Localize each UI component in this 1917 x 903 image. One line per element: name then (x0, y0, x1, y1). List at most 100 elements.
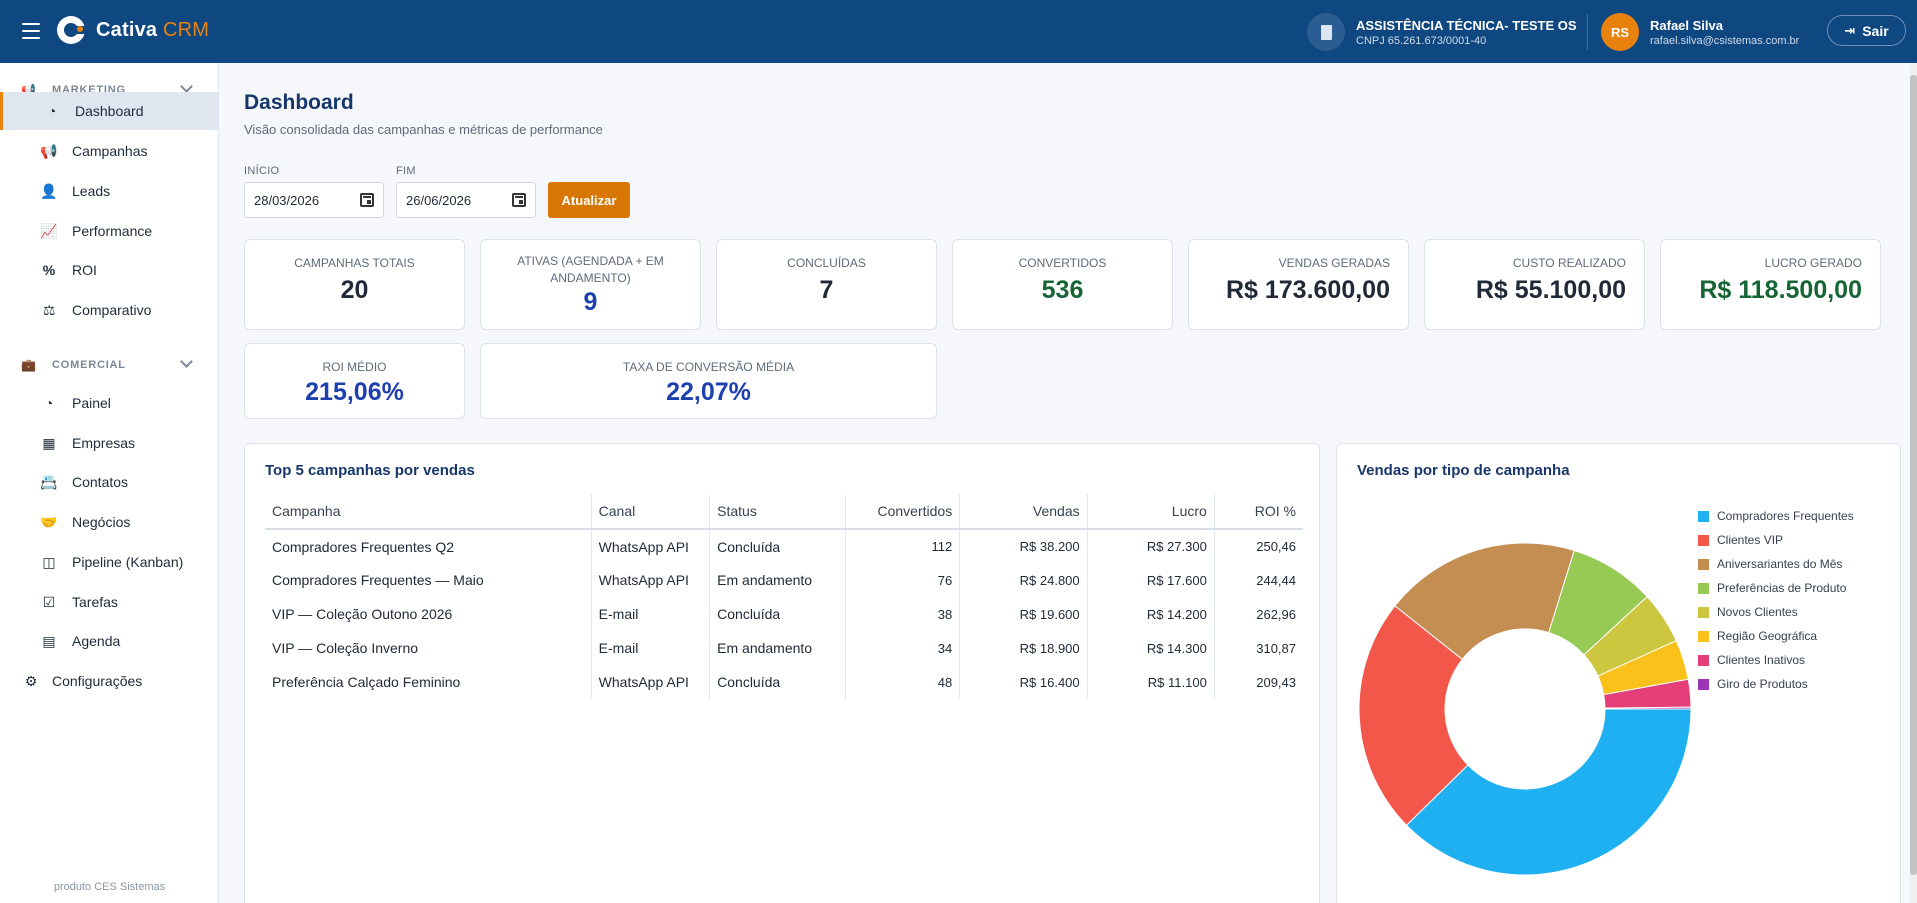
sidebar-item-performance[interactable]: 📈 Performance (0, 212, 219, 250)
table-cell: R$ 14.300 (1087, 631, 1215, 665)
legend-swatch (1698, 582, 1709, 594)
kpi-value: R$ 55.100,00 (1475, 276, 1626, 304)
legend-item[interactable]: Aniversariantes do Mês (1698, 552, 1854, 576)
kpi-custo-realizado: CUSTO REALIZADO R$ 55.100,00 (1424, 239, 1645, 330)
kpi-label: CONVERTIDOS (1018, 256, 1107, 270)
start-date-label: INÍCIO (244, 165, 280, 177)
donut-slice[interactable] (1604, 706, 1692, 710)
table-row[interactable]: Compradores Frequentes — Maio WhatsApp AP… (265, 563, 1303, 597)
calendar-icon: ▤ (42, 632, 56, 649)
legend-swatch (1698, 558, 1709, 570)
legend-item[interactable]: Compradores Frequentes (1698, 504, 1854, 528)
start-date-input[interactable]: 28/03/2026 (244, 182, 384, 218)
line-chart-icon: 📈 (40, 222, 58, 239)
sidebar-item-negocios[interactable]: 🤝 Negócios (0, 503, 219, 541)
table-cell: 209,43 (1256, 674, 1296, 690)
building-icon: ▦ (42, 434, 56, 451)
legend-label: Preferências de Produto (1717, 581, 1847, 595)
page-title: Dashboard (244, 91, 354, 114)
scrollbar-thumb[interactable] (1910, 75, 1917, 875)
section-comercial[interactable]: 💼 COMERCIAL (0, 353, 219, 377)
legend-label: Região Geográfica (1717, 629, 1818, 643)
percent-icon: % (42, 262, 56, 278)
col-convertidos[interactable]: Convertidos (845, 494, 961, 530)
kpi-label: ROI MÉDIO (322, 360, 387, 374)
menu-icon[interactable] (22, 23, 40, 39)
col-canal[interactable]: Canal (591, 494, 711, 530)
page-subtitle: Visão consolidada das campanhas e métric… (244, 122, 603, 137)
calendar-icon[interactable] (360, 193, 374, 207)
table-cell: 38 (845, 597, 961, 631)
table-cell: 310,87 (1256, 640, 1296, 656)
sidebar-item-pipeline[interactable]: ◫ Pipeline (Kanban) (0, 543, 219, 581)
user-menu[interactable]: RS Rafael Silva rafael.silva@csistemas.c… (1601, 13, 1799, 51)
table-cell: Concluída (709, 665, 847, 699)
table-row[interactable]: Compradores Frequentes Q2 WhatsApp API Con… (265, 529, 1303, 563)
table-cell: 262,96 (1256, 606, 1296, 622)
sidebar-item-leads[interactable]: 👤 Leads (0, 172, 219, 210)
kpi-value: 22,07% (666, 378, 751, 406)
sidebar-item-contatos[interactable]: 📇 Contatos (0, 463, 219, 501)
table-row[interactable]: VIP — Coleção Outono 2026 E-mail Concluída… (265, 597, 1303, 631)
legend-label: Aniversariantes do Mês (1717, 557, 1843, 571)
sidebar: 📢 MARKETING ◔ Dashboard 📢 Campanhas 👤 Le… (0, 63, 219, 903)
sidebar-item-label: Tarefas (72, 594, 118, 610)
table-header-row: Campanha Canal Status Convertidos Vendas… (265, 494, 1303, 530)
donut-chart (1358, 542, 1692, 876)
table-cell: 112 (845, 529, 961, 563)
sidebar-item-label: Campanhas (72, 143, 148, 159)
chart-title: Vendas por tipo de campanha (1357, 462, 1570, 479)
company-selector[interactable]: ASSISTÊNCIA TÉCNICA- TESTE OS CNPJ 65.26… (1307, 13, 1577, 51)
legend-item[interactable]: Giro de Produtos (1698, 672, 1854, 696)
kpi-label: CUSTO REALIZADO (1512, 256, 1626, 270)
col-campanha[interactable]: Campanha (265, 494, 592, 530)
page-scrollbar[interactable] (1910, 63, 1917, 903)
sidebar-item-comparativo[interactable]: ⚖ Comparativo (0, 291, 219, 329)
sidebar-item-tarefas[interactable]: ☑ Tarefas (0, 583, 219, 621)
start-date-value: 28/03/2026 (254, 192, 320, 208)
sidebar-item-painel[interactable]: ◔ Painel (0, 384, 219, 422)
calendar-icon[interactable] (512, 193, 526, 207)
building-icon (1307, 13, 1345, 51)
end-date-input[interactable]: 26/06/2026 (396, 182, 536, 218)
section-comercial-label: COMERCIAL (52, 359, 126, 371)
donut-slice[interactable] (1358, 605, 1469, 826)
sidebar-item-configuracoes[interactable]: ⚙ Configurações (0, 662, 219, 700)
table-cell: R$ 24.800 (959, 563, 1088, 597)
company-name: ASSISTÊNCIA TÉCNICA- TESTE OS (1356, 17, 1577, 33)
logout-button[interactable]: ⇥ Sair (1827, 15, 1906, 46)
kpi-campanhas-totais: CAMPANHAS TOTAIS 20 (244, 239, 465, 330)
sidebar-item-empresas[interactable]: ▦ Empresas (0, 424, 219, 462)
top5-table: Campanha Canal Status Convertidos Vendas… (265, 494, 1303, 699)
update-button[interactable]: Atualizar (548, 182, 630, 218)
kpi-lucro-gerado: LUCRO GERADO R$ 118.500,00 (1660, 239, 1881, 330)
sidebar-item-dashboard[interactable]: ◔ Dashboard (0, 92, 219, 130)
legend-item[interactable]: Preferências de Produto (1698, 576, 1854, 600)
chart-legend: Compradores Frequentes Clientes VIP Aniver… (1698, 504, 1854, 696)
legend-item[interactable]: Novos Clientes (1698, 600, 1854, 624)
col-lucro[interactable]: Lucro (1087, 494, 1215, 530)
sidebar-item-roi[interactable]: % ROI (0, 251, 219, 289)
legend-item[interactable]: Clientes Inativos (1698, 648, 1854, 672)
logo[interactable]: Cativa CRM (57, 16, 209, 44)
kpi-label: CAMPANHAS TOTAIS (294, 256, 415, 270)
table-row[interactable]: Preferência Calçado Feminino WhatsApp API… (265, 665, 1303, 699)
donut-slice[interactable] (1405, 708, 1692, 876)
logo-text: Cativa CRM (96, 19, 209, 42)
legend-swatch (1698, 654, 1709, 666)
col-roi[interactable]: ROI % (1214, 494, 1303, 530)
col-status[interactable]: Status (709, 494, 847, 530)
gauge-icon: ◔ (44, 395, 54, 411)
donut-slice[interactable] (1394, 542, 1575, 660)
table-row[interactable]: VIP — Coleção Inverno E-mail Em andamento 3… (265, 631, 1303, 665)
columns-icon: ◫ (42, 553, 56, 570)
col-vendas[interactable]: Vendas (959, 494, 1088, 530)
top-bar: Cativa CRM ASSISTÊNCIA TÉCNICA- TESTE OS… (0, 0, 1917, 63)
legend-item[interactable]: Região Geográfica (1698, 624, 1854, 648)
sidebar-item-campanhas[interactable]: 📢 Campanhas (0, 132, 219, 170)
legend-item[interactable]: Clientes VIP (1698, 528, 1854, 552)
sidebar-item-label: Negócios (72, 514, 131, 530)
gauge-icon: ◔ (47, 103, 57, 119)
sidebar-item-agenda[interactable]: ▤ Agenda (0, 622, 219, 660)
table-cell: R$ 17.600 (1087, 563, 1215, 597)
